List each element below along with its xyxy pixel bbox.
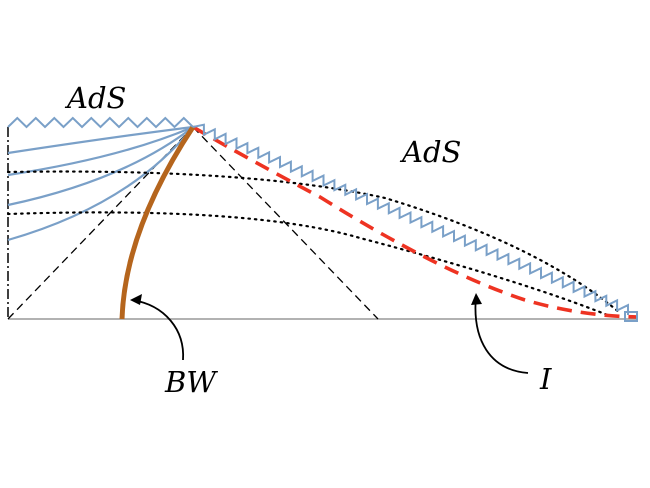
ads-left-label: AdS [64, 81, 126, 115]
slice-curve-1 [7, 125, 194, 155]
dotted-slice-curves [6, 170, 622, 318]
interface-curve [192, 125, 639, 319]
corner-marker [624, 311, 638, 322]
interface-arrow [474, 295, 529, 374]
interface-label: I [539, 362, 552, 396]
slice-curve-2 [7, 125, 194, 177]
right-lightcone-line [192, 126, 379, 320]
bw-arrowhead [130, 294, 142, 305]
ads-right-label: AdS [399, 135, 461, 169]
zigzag-boundary-left [7, 116, 194, 129]
slice-curve-4 [7, 126, 194, 242]
dotted-curve-upper [6, 170, 622, 315]
bw-arrow [131, 299, 184, 361]
dotted-curve-lower [6, 211, 612, 318]
interface-arrowhead [471, 293, 482, 305]
brane-curve [119, 125, 196, 320]
brane-label: BW [164, 365, 218, 399]
zigzag-boundary-right [192, 123, 629, 315]
